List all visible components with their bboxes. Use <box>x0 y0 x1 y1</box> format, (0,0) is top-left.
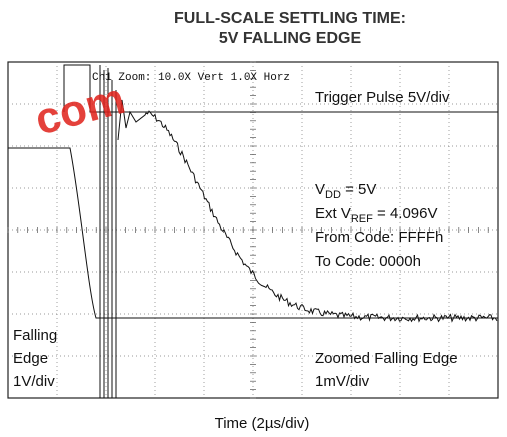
conditions: VDD = 5V Ext VREF = 4.096V From Code: FFFF… <box>315 181 443 270</box>
spike-lines <box>99 65 117 398</box>
condition-label: To Code: 0000h <box>315 253 421 270</box>
zoom-label: Zoomed Falling Edge <box>315 350 458 367</box>
grid <box>7 61 498 399</box>
condition-part: REF <box>351 213 373 225</box>
scope-header: Ch1 Zoom: 10.0X Vert 1.0X Horz <box>92 72 290 84</box>
x-axis-label: Time (2µs/div) <box>215 415 310 432</box>
zoom-label: 1mV/div <box>315 373 370 390</box>
chart-title: 5V FALLING EDGE <box>219 30 362 47</box>
falling-edge-trace <box>8 147 498 319</box>
condition-part: Ext V <box>315 205 351 222</box>
condition-label: Ext VREF = 4.096V <box>315 205 438 225</box>
chart-title: FULL-SCALE SETTLING TIME: <box>174 10 406 27</box>
left-label: 1V/div <box>13 373 55 390</box>
condition-part: DD <box>325 189 341 201</box>
trigger-label: Trigger Pulse 5V/div <box>315 89 450 106</box>
trigger-trace <box>63 64 498 113</box>
left-label: Edge <box>13 350 48 367</box>
condition-part: V <box>315 181 325 198</box>
condition-part: = 4.096V <box>373 205 438 222</box>
condition-part: = 5V <box>341 181 376 198</box>
left-label: Falling <box>13 327 57 344</box>
condition-part: From Code: FFFFh <box>315 229 443 246</box>
condition-label: VDD = 5V <box>315 181 376 201</box>
zoomed-trace <box>117 99 498 323</box>
condition-part: To Code: 0000h <box>315 253 421 270</box>
condition-label: From Code: FFFFh <box>315 229 443 246</box>
